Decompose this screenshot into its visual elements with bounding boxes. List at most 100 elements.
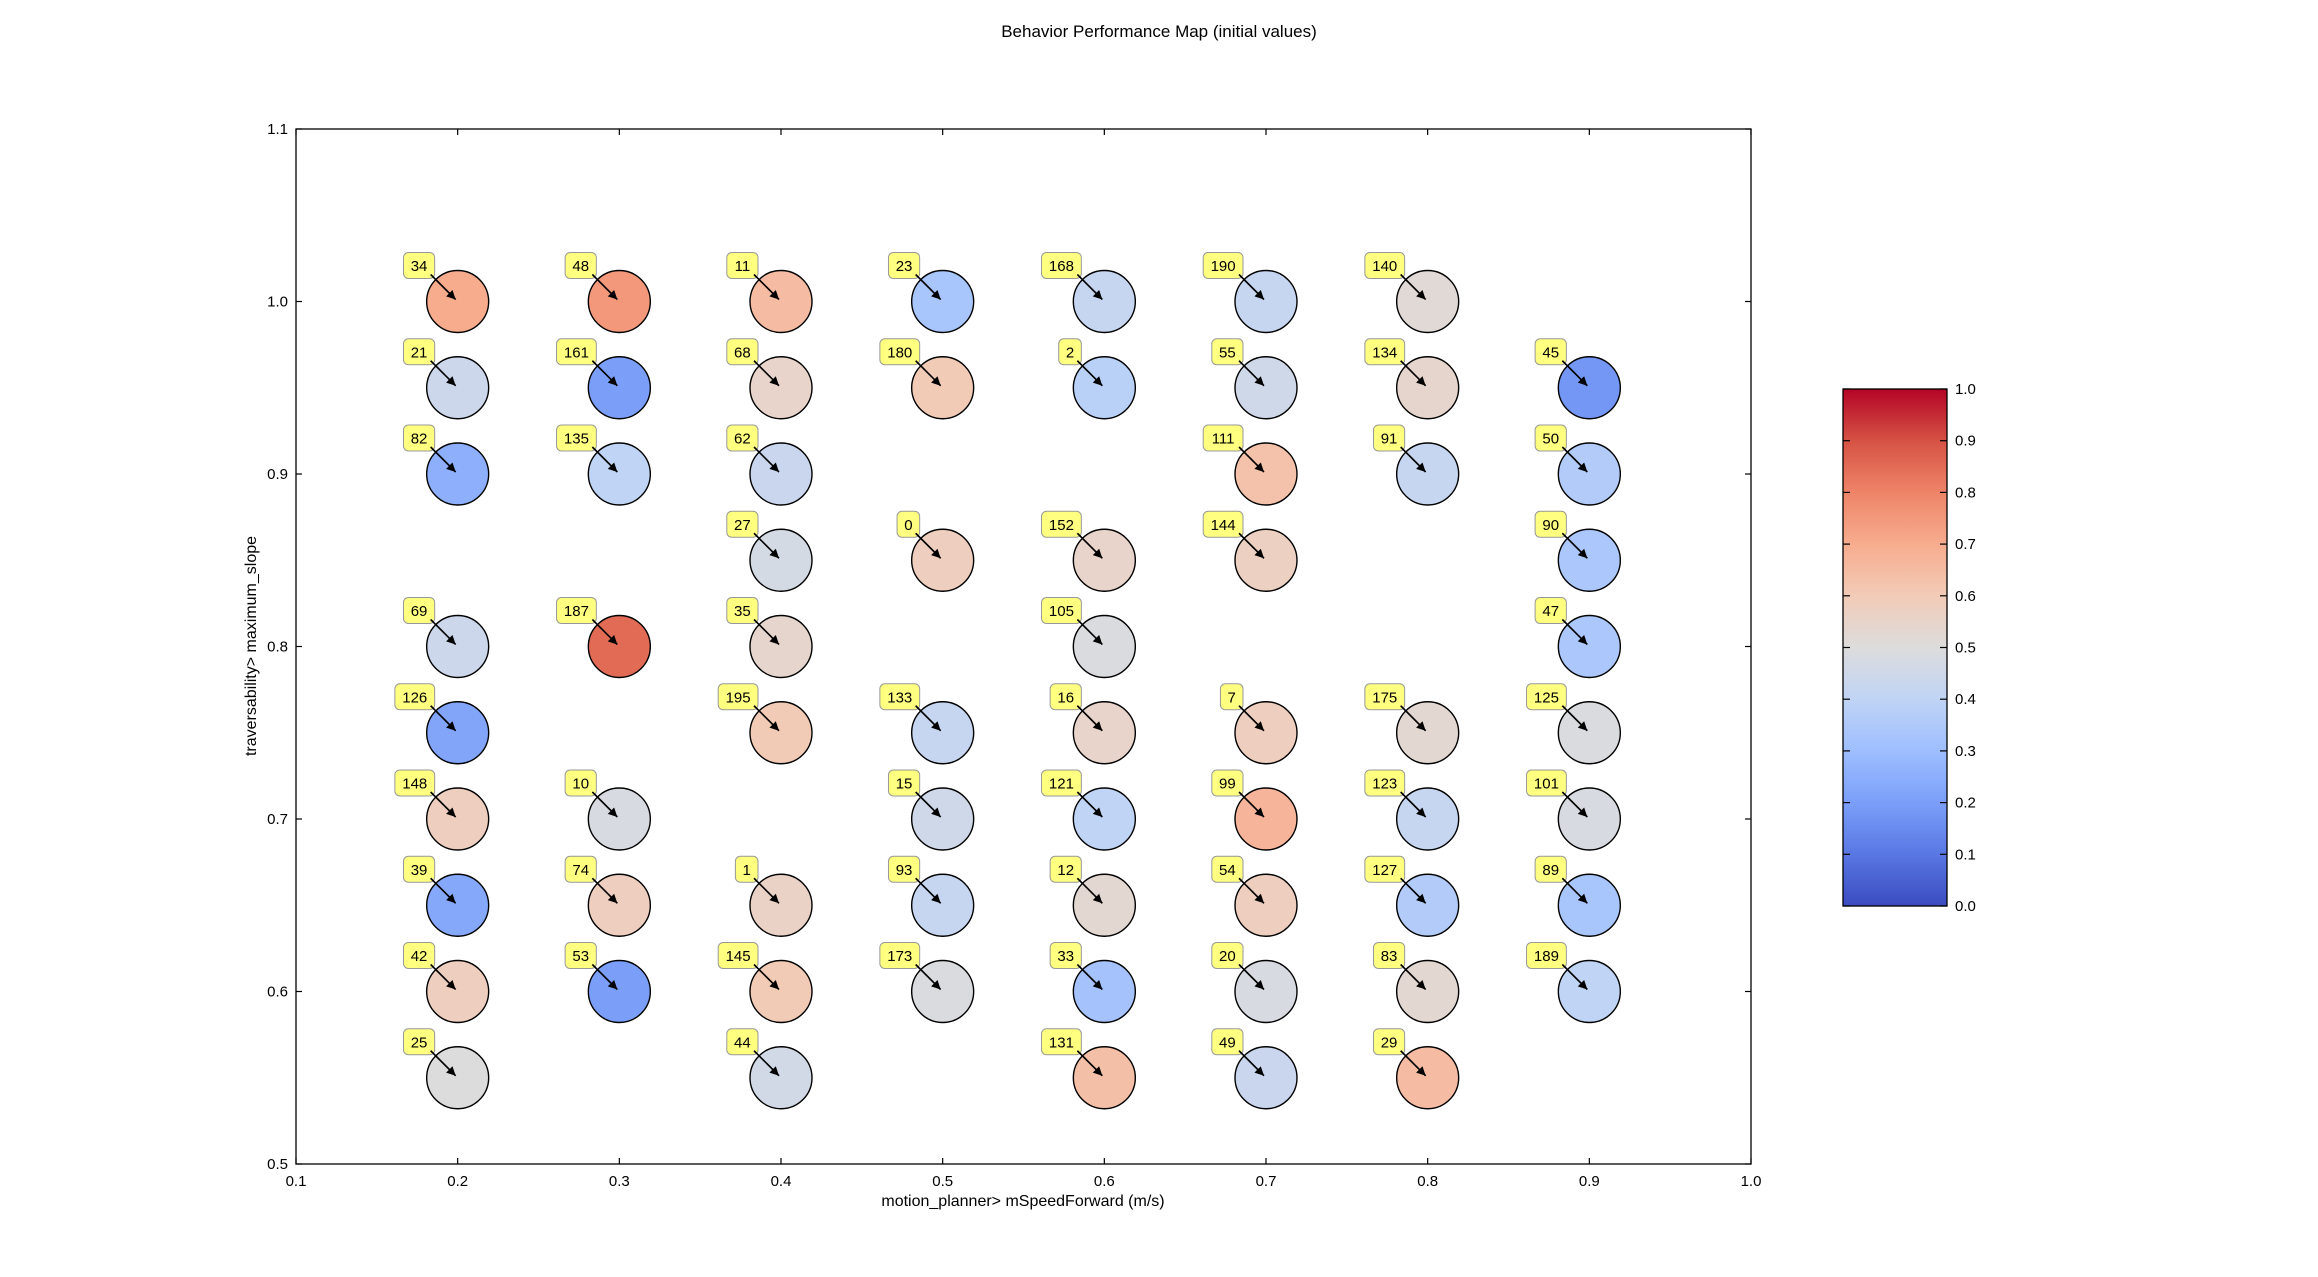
point-label-box — [394, 683, 436, 711]
colorbar-tick-label: 0.6 — [1955, 588, 1976, 605]
point-arrow-head — [607, 289, 618, 300]
point-arrow-head — [769, 634, 779, 645]
point-arrow-head — [1092, 289, 1103, 300]
data-point: 1 — [734, 855, 813, 937]
point-label: 89 — [1542, 862, 1559, 879]
colorbar-tick-label: 0.9 — [1955, 433, 1976, 450]
point-arrow-head — [769, 376, 779, 386]
point-label: 140 — [1372, 258, 1397, 275]
data-point: 134 — [1364, 338, 1460, 420]
point-label-box — [1041, 769, 1082, 797]
data-point: 55 — [1211, 338, 1298, 420]
point-label: 161 — [564, 344, 589, 361]
data-point: 91 — [1372, 424, 1460, 506]
point-label-box — [1041, 1028, 1082, 1056]
data-point: 195 — [717, 683, 813, 765]
point-label: 45 — [1542, 344, 1559, 361]
data-point: 42 — [402, 942, 490, 1024]
point-label: 148 — [402, 776, 427, 793]
point-arrow-head — [1092, 548, 1103, 559]
point-arrow-head — [1416, 1066, 1426, 1076]
point-arrow-head — [607, 462, 618, 472]
x-tick-label: 0.5 — [932, 1173, 953, 1190]
point-label-box — [1526, 683, 1567, 711]
point-label-box — [1534, 855, 1567, 883]
point-label-box — [1041, 510, 1082, 538]
point-label-box — [402, 942, 436, 969]
point-arrow-head — [1092, 634, 1103, 645]
point-arrow-head — [446, 634, 456, 645]
x-tick-label: 0.9 — [1579, 1173, 1600, 1190]
point-label-box — [1049, 942, 1082, 969]
point-label-box — [556, 338, 597, 366]
point-arrow-head — [931, 289, 941, 300]
point-label: 187 — [564, 603, 589, 620]
data-point: 90 — [1534, 510, 1622, 592]
data-point: 25 — [402, 1028, 490, 1110]
point-arrow-head — [1254, 1066, 1264, 1076]
point-label-box — [879, 338, 921, 366]
x-tick-label: 0.4 — [771, 1173, 792, 1190]
point-label: 195 — [726, 689, 751, 706]
point-label-box — [1364, 855, 1406, 883]
point-arrow-head — [769, 462, 779, 472]
point-arrow-head — [1092, 807, 1103, 817]
point-label-box — [1526, 769, 1567, 797]
point-arrow-head — [769, 893, 779, 904]
point-label: 101 — [1534, 776, 1559, 793]
point-label-box — [1211, 855, 1244, 883]
data-point: 12 — [1049, 855, 1137, 937]
point-arrow-head — [607, 893, 618, 904]
data-point: 187 — [556, 597, 652, 679]
point-label: 82 — [411, 431, 428, 448]
data-point: 175 — [1364, 683, 1460, 765]
data-point: 82 — [402, 424, 490, 506]
point-label-box — [887, 252, 921, 279]
point-label: 83 — [1381, 948, 1398, 965]
colorbar-tick-label: 0.2 — [1955, 795, 1976, 812]
point-label: 93 — [896, 862, 913, 879]
point-arrow-head — [1577, 634, 1588, 645]
data-point: 123 — [1364, 769, 1460, 851]
point-arrow-head — [769, 1066, 779, 1076]
point-arrow-head — [607, 376, 618, 386]
data-point: 168 — [1041, 252, 1137, 334]
x-tick-label: 0.7 — [1256, 1173, 1277, 1190]
point-label-box — [726, 597, 759, 624]
point-label-box — [1049, 855, 1082, 883]
point-label: 90 — [1542, 517, 1559, 534]
point-label-box — [1372, 1028, 1406, 1056]
point-arrow-head — [1254, 807, 1264, 817]
point-arrow-head — [931, 548, 941, 559]
data-point: 34 — [402, 252, 490, 334]
point-label-box — [726, 338, 759, 366]
point-label: 126 — [402, 689, 427, 706]
x-axis-label: motion_planner> mSpeedForward (m/s) — [881, 1193, 1164, 1210]
data-point: 180 — [879, 338, 975, 420]
point-label-box — [402, 597, 436, 624]
point-label: 21 — [411, 344, 428, 361]
point-label-box — [1364, 338, 1406, 366]
colorbar: 0.0 0.1 0.2 0.3 0.4 0.5 0.6 0.7 0.8 0.9 1.0 — [1842, 381, 1976, 915]
point-label-box — [1364, 252, 1406, 279]
colorbar-tick-label: 0.4 — [1955, 691, 1976, 708]
point-label-box — [564, 855, 597, 883]
data-point: 135 — [556, 424, 652, 506]
point-arrow-head — [446, 721, 456, 731]
point-label: 34 — [411, 258, 428, 275]
point-label-box — [896, 510, 921, 538]
point-label-box — [1041, 252, 1082, 279]
point-label: 12 — [1057, 862, 1074, 879]
point-label: 68 — [734, 344, 751, 361]
point-label: 48 — [572, 258, 589, 275]
point-label: 127 — [1372, 862, 1397, 879]
point-label: 0 — [904, 517, 912, 534]
data-point: 11 — [726, 252, 813, 334]
data-point: 161 — [556, 338, 652, 420]
data-point: 140 — [1364, 252, 1460, 334]
point-arrow-head — [1416, 462, 1426, 472]
point-label-box — [717, 683, 759, 711]
data-point: 15 — [887, 769, 975, 851]
point-arrow-head — [1416, 376, 1426, 386]
